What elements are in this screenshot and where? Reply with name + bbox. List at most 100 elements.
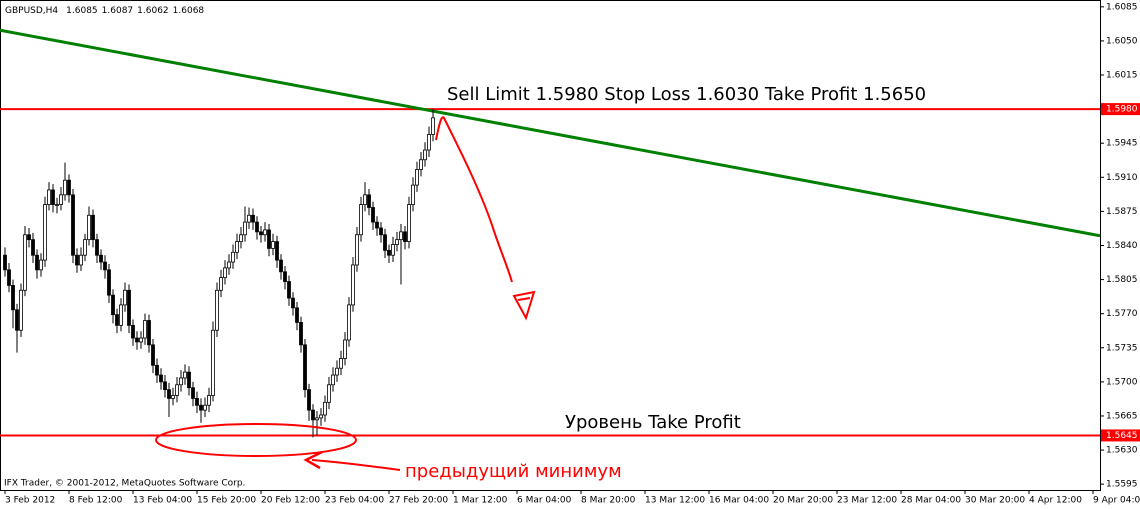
x-tick-label: 16 Mar 04:00 [709, 496, 769, 506]
candle-body [47, 189, 51, 205]
candle-body [111, 294, 115, 316]
candle-body [423, 149, 427, 161]
candle-body [51, 189, 55, 205]
candle-body [243, 221, 247, 236]
candle-body [427, 134, 431, 151]
candle-body [227, 261, 231, 269]
candle-body [419, 159, 423, 170]
candle-body [55, 204, 59, 206]
candle-body [399, 231, 403, 241]
forecast-arrowhead [512, 290, 536, 321]
candle-body [287, 281, 291, 299]
y-tick-label: 1.5735 [1106, 343, 1138, 353]
x-tick-label: 27 Feb 20:00 [389, 496, 448, 506]
candle-body [179, 377, 183, 386]
x-tick-label: 8 Mar 20:00 [581, 496, 636, 506]
candle-body [31, 239, 35, 256]
x-tick-label: 30 Mar 20:00 [965, 496, 1025, 506]
candle-body [95, 239, 99, 256]
candle-body [235, 241, 239, 253]
minimum-ellipse [155, 423, 357, 457]
y-tick-label: 1.6050 [1106, 36, 1138, 46]
candle-body [363, 194, 367, 205]
candle-body [11, 285, 15, 311]
candle-body [143, 320, 147, 339]
candle-body [15, 309, 19, 331]
candle-body [403, 231, 407, 242]
y-tick-label: 1.5700 [1106, 377, 1138, 387]
candle-body [291, 297, 295, 309]
candle-body [407, 204, 411, 242]
candle-body [151, 344, 155, 366]
candle-body [23, 234, 27, 291]
candle-body [107, 269, 111, 296]
candle-body [335, 367, 339, 376]
candle-body [387, 249, 391, 256]
candle-body [391, 244, 395, 256]
candle-body [279, 259, 283, 273]
x-tick-label: 9 Apr 04:00 [1093, 496, 1140, 506]
candle-body [331, 374, 335, 386]
candle-body [319, 414, 323, 419]
candle-body [123, 289, 127, 306]
x-tick-label: 6 Mar 04:00 [517, 496, 572, 506]
x-tick-label: 13 Feb 04:00 [133, 496, 192, 506]
candle-body [159, 374, 163, 383]
x-tick-label: 23 Feb 04:00 [325, 496, 384, 506]
candle-body [91, 214, 95, 241]
x-tick-label: 20 Mar 20:00 [773, 496, 833, 506]
candle-body [63, 179, 67, 196]
trendline [0, 28, 1101, 238]
y-tick-label: 1.5770 [1106, 309, 1138, 319]
candle-body [311, 409, 315, 421]
annotation: Уровень Take Profit [565, 412, 741, 433]
y-tick-label: 1.5840 [1106, 241, 1138, 251]
candle-body [147, 320, 151, 346]
candle-body [355, 234, 359, 266]
candle-body [275, 241, 279, 261]
candle-body [119, 304, 123, 326]
candle-body [167, 389, 171, 399]
candle-body [27, 234, 31, 241]
candle-body [155, 364, 159, 376]
candle-body [79, 254, 83, 266]
candle-body [239, 234, 243, 242]
header-value: 1.6085 [66, 6, 98, 16]
y-tick-label: 1.5630 [1106, 446, 1138, 456]
header-value: 1.6062 [137, 6, 169, 16]
candle-body [251, 214, 255, 223]
candle-body [115, 314, 119, 326]
candle-body [255, 221, 259, 233]
candle-body [263, 229, 267, 236]
price-label: 1.5645 [1106, 431, 1138, 441]
candle-body [39, 259, 43, 271]
x-tick-label: 3 Feb 2012 [5, 496, 55, 506]
candle-body [191, 387, 195, 399]
price-label-box [1101, 429, 1140, 442]
price-label-box [1101, 103, 1140, 116]
header-value: 1.6087 [102, 6, 134, 16]
x-tick-label: 8 Feb 12:00 [69, 496, 123, 506]
candle-body [347, 304, 351, 341]
candle-body [19, 289, 23, 331]
y-tick-label: 1.5875 [1106, 207, 1138, 217]
candle-body [247, 214, 251, 223]
candle-body [283, 271, 287, 282]
candle-body [43, 204, 47, 261]
candle-body [139, 337, 143, 343]
candle-body [67, 179, 71, 196]
candle-body [351, 264, 355, 306]
forecast-arrow [435, 116, 513, 283]
candle-body [7, 269, 11, 286]
x-tick-label: 13 Mar 12:00 [645, 496, 705, 506]
candle-body [359, 204, 363, 236]
candle-body [99, 254, 103, 263]
annotation: предыдущий минимум [405, 461, 622, 482]
chart-header: GBPUSD,H4 1.6085 1.6087 1.6062 1.6068 [5, 6, 204, 16]
x-tick-label: 23 Mar 12:00 [837, 496, 897, 506]
header-value: 1.6068 [173, 6, 205, 16]
candle-body [87, 214, 91, 241]
candle-body [71, 194, 75, 256]
candle-body [219, 277, 223, 291]
